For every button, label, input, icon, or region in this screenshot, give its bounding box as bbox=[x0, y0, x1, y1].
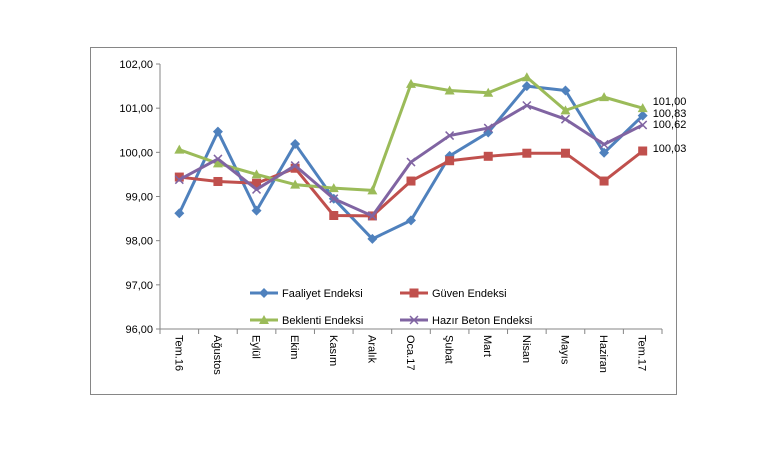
series-line bbox=[178, 75, 644, 192]
data-point bbox=[445, 131, 455, 141]
data-point bbox=[174, 144, 185, 154]
series-line bbox=[178, 104, 644, 218]
data-point bbox=[174, 175, 184, 185]
data-point bbox=[560, 114, 570, 124]
legend-marker bbox=[259, 315, 269, 324]
data-label: 100,62 bbox=[653, 119, 687, 131]
x-tick-label: Tem.17 bbox=[636, 335, 648, 371]
data-point bbox=[367, 185, 378, 195]
data-point bbox=[252, 184, 262, 194]
x-tick-label: Haziran bbox=[597, 335, 609, 373]
data-point bbox=[522, 100, 532, 111]
y-tick-label: 98,00 bbox=[125, 236, 153, 248]
data-point bbox=[328, 183, 339, 193]
data-point bbox=[290, 138, 301, 149]
x-tick-label: Kasım bbox=[327, 335, 339, 366]
data-point bbox=[483, 123, 493, 133]
data-point bbox=[290, 163, 300, 173]
data-point bbox=[174, 208, 185, 219]
data-point bbox=[174, 172, 184, 182]
data-point bbox=[638, 120, 648, 130]
data-point bbox=[212, 158, 223, 168]
data-point bbox=[599, 139, 609, 149]
x-tick-label: Ağustos bbox=[211, 335, 223, 375]
data-point bbox=[483, 151, 493, 161]
data-point bbox=[252, 178, 262, 188]
legend-label: Faaliyet Endeksi bbox=[282, 288, 363, 300]
data-point bbox=[406, 215, 416, 226]
data-point bbox=[560, 85, 571, 96]
data-point bbox=[406, 78, 416, 88]
data-point bbox=[290, 179, 301, 189]
data-point bbox=[522, 148, 532, 158]
x-tick-label: Tem.16 bbox=[172, 335, 184, 371]
x-tick-label: Oca.17 bbox=[404, 335, 416, 370]
x-tick-label: Mayıs bbox=[558, 335, 570, 365]
y-tick-label: 101,00 bbox=[119, 103, 153, 115]
data-point bbox=[638, 146, 648, 156]
x-tick-label: Mart bbox=[481, 335, 493, 357]
data-point bbox=[329, 194, 339, 204]
x-tick-label: Ekim bbox=[288, 335, 300, 359]
data-point bbox=[599, 176, 609, 186]
legend-label: Hazır Beton Endeksi bbox=[432, 315, 532, 327]
legend-marker bbox=[409, 288, 419, 298]
y-tick-label: 96,00 bbox=[125, 324, 153, 336]
data-point bbox=[599, 92, 610, 102]
y-tick-label: 102,00 bbox=[119, 59, 153, 71]
data-point bbox=[637, 110, 648, 121]
data-label: 100,03 bbox=[653, 143, 687, 155]
y-tick-label: 100,00 bbox=[119, 147, 153, 159]
x-tick-label: Şubat bbox=[443, 335, 455, 364]
legend-marker bbox=[259, 288, 269, 298]
data-point bbox=[213, 176, 223, 186]
legend-label: Güven Endeksi bbox=[432, 288, 507, 300]
y-tick-label: 97,00 bbox=[125, 280, 153, 292]
data-point bbox=[367, 233, 378, 244]
data-point bbox=[406, 157, 416, 167]
data-point bbox=[637, 103, 648, 113]
x-tick-label: Eylül bbox=[250, 335, 262, 359]
data-point bbox=[445, 156, 455, 166]
data-point bbox=[290, 161, 300, 171]
data-point bbox=[599, 147, 610, 158]
data-point bbox=[367, 211, 377, 221]
data-point bbox=[560, 105, 571, 115]
data-point bbox=[213, 154, 223, 164]
data-point bbox=[251, 169, 262, 179]
data-point bbox=[560, 148, 570, 158]
x-tick-label: Nisan bbox=[520, 335, 532, 363]
data-point bbox=[521, 81, 532, 92]
data-point bbox=[212, 126, 223, 137]
legend-label: Beklenti Endeksi bbox=[282, 315, 363, 327]
data-label: 100,83 bbox=[653, 108, 687, 120]
data-point bbox=[483, 87, 494, 97]
data-point bbox=[251, 205, 262, 216]
data-label: 101,00 bbox=[653, 96, 687, 108]
legend-marker bbox=[409, 315, 419, 325]
data-point bbox=[329, 210, 339, 220]
data-point bbox=[483, 127, 494, 138]
data-point bbox=[406, 176, 416, 186]
data-point bbox=[521, 72, 532, 82]
y-tick-label: 99,00 bbox=[125, 192, 153, 204]
x-tick-label: Aralık bbox=[365, 335, 377, 364]
data-point bbox=[444, 85, 455, 95]
